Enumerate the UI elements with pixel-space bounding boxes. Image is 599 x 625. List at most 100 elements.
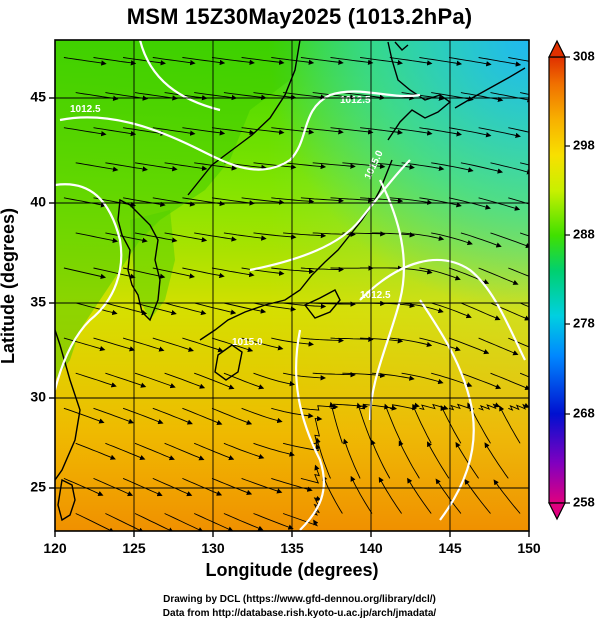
- credit-drawing: Drawing by DCL (https://www.gfd-dennou.o…: [163, 594, 436, 605]
- streamline: [312, 162, 356, 169]
- streamline: [283, 302, 327, 309]
- streamline: [330, 336, 374, 342]
- colorbar-tick-label: 308: [573, 48, 595, 63]
- y-tick-label: 30: [30, 389, 46, 405]
- isobar-label: 1012.5: [340, 95, 371, 106]
- streamline: [460, 372, 502, 390]
- streamline: [75, 162, 119, 172]
- streamline: [105, 302, 148, 316]
- streamline: [478, 337, 519, 356]
- streamline: [253, 232, 297, 240]
- streamline: [431, 232, 473, 246]
- streamline: [412, 404, 432, 444]
- streamline: [389, 57, 433, 66]
- streamline: [75, 372, 117, 388]
- streamline: [322, 475, 343, 514]
- streamline: [105, 442, 146, 460]
- streamline: [329, 401, 343, 444]
- streamline: [63, 337, 106, 352]
- streamline: [182, 267, 225, 279]
- streamline: [134, 372, 176, 389]
- x-tick-label: 140: [359, 540, 383, 556]
- streamline: [75, 513, 115, 531]
- streamline: [419, 337, 461, 352]
- streamline: [271, 197, 315, 204]
- streamlines: [63, 57, 529, 531]
- streamline: [164, 162, 208, 172]
- y-tick-label: 40: [30, 194, 46, 210]
- streamline: [134, 442, 175, 461]
- streamline: [223, 232, 267, 241]
- streamline: [431, 302, 472, 319]
- streamline: [93, 57, 137, 66]
- streamline: [164, 232, 208, 243]
- streamline: [122, 337, 165, 352]
- streamline: [211, 197, 255, 206]
- streamline: [350, 475, 373, 514]
- streamline: [478, 57, 522, 67]
- streamline: [508, 127, 529, 133]
- streamline: [152, 407, 193, 425]
- streamline: [152, 337, 194, 352]
- streamline: [211, 57, 255, 66]
- colorbar: 308 298 288 278 268 258: [548, 39, 595, 521]
- streamline: [389, 337, 433, 348]
- streamline: [75, 232, 119, 244]
- streamline: [371, 232, 416, 238]
- streamline: [508, 267, 529, 277]
- streamline: [211, 407, 253, 425]
- streamline: [360, 337, 404, 344]
- isobar-label: 1015.0: [232, 337, 263, 348]
- streamline: [63, 267, 107, 280]
- colorbar-tick-label: 288: [573, 226, 595, 241]
- streamline: [123, 127, 166, 137]
- streamline: [398, 440, 420, 479]
- streamline: [300, 337, 344, 344]
- streamline: [300, 404, 339, 411]
- streamline: [152, 267, 195, 279]
- streamline: [460, 92, 504, 103]
- streamline: [241, 57, 285, 65]
- streamline: [182, 337, 224, 353]
- x-tick-label: 150: [517, 540, 541, 556]
- streamline: [211, 127, 255, 136]
- streamline: [330, 197, 374, 203]
- streamline: [123, 267, 166, 279]
- streamline: [478, 267, 519, 285]
- x-tick-label: 145: [438, 540, 462, 556]
- streamline: [283, 372, 326, 381]
- streamline: [448, 402, 473, 411]
- streamline: [300, 57, 344, 65]
- streamline: [490, 232, 529, 249]
- y-axis: 25 30 35 40 45 Latitude (degrees): [0, 89, 55, 495]
- streamline: [508, 197, 529, 205]
- streamline: [455, 441, 479, 479]
- streamline: [194, 162, 238, 171]
- streamline: [448, 337, 490, 355]
- streamline: [431, 162, 474, 173]
- streamline: [490, 302, 529, 321]
- streamline: [460, 232, 502, 248]
- streamline: [520, 162, 529, 166]
- streamline: [419, 57, 463, 66]
- streamline: [152, 57, 196, 66]
- streamline: [253, 372, 296, 387]
- colorbar-tick-label: 258: [573, 494, 595, 509]
- streamline: [343, 438, 361, 479]
- streamline: [152, 477, 193, 497]
- streamline: [356, 402, 373, 444]
- streamline: [164, 92, 208, 101]
- streamline: [223, 302, 267, 314]
- streamline: [105, 513, 145, 531]
- streamline: [223, 442, 265, 460]
- streamline: [419, 197, 462, 208]
- streamline: [271, 57, 315, 65]
- streamline: [490, 92, 529, 103]
- streamline: [499, 405, 521, 444]
- streamline: [431, 372, 473, 388]
- streamline: [464, 478, 491, 514]
- streamline: [253, 513, 294, 530]
- streamline: [342, 92, 386, 101]
- streamline: [389, 267, 433, 275]
- streamline: [478, 127, 521, 139]
